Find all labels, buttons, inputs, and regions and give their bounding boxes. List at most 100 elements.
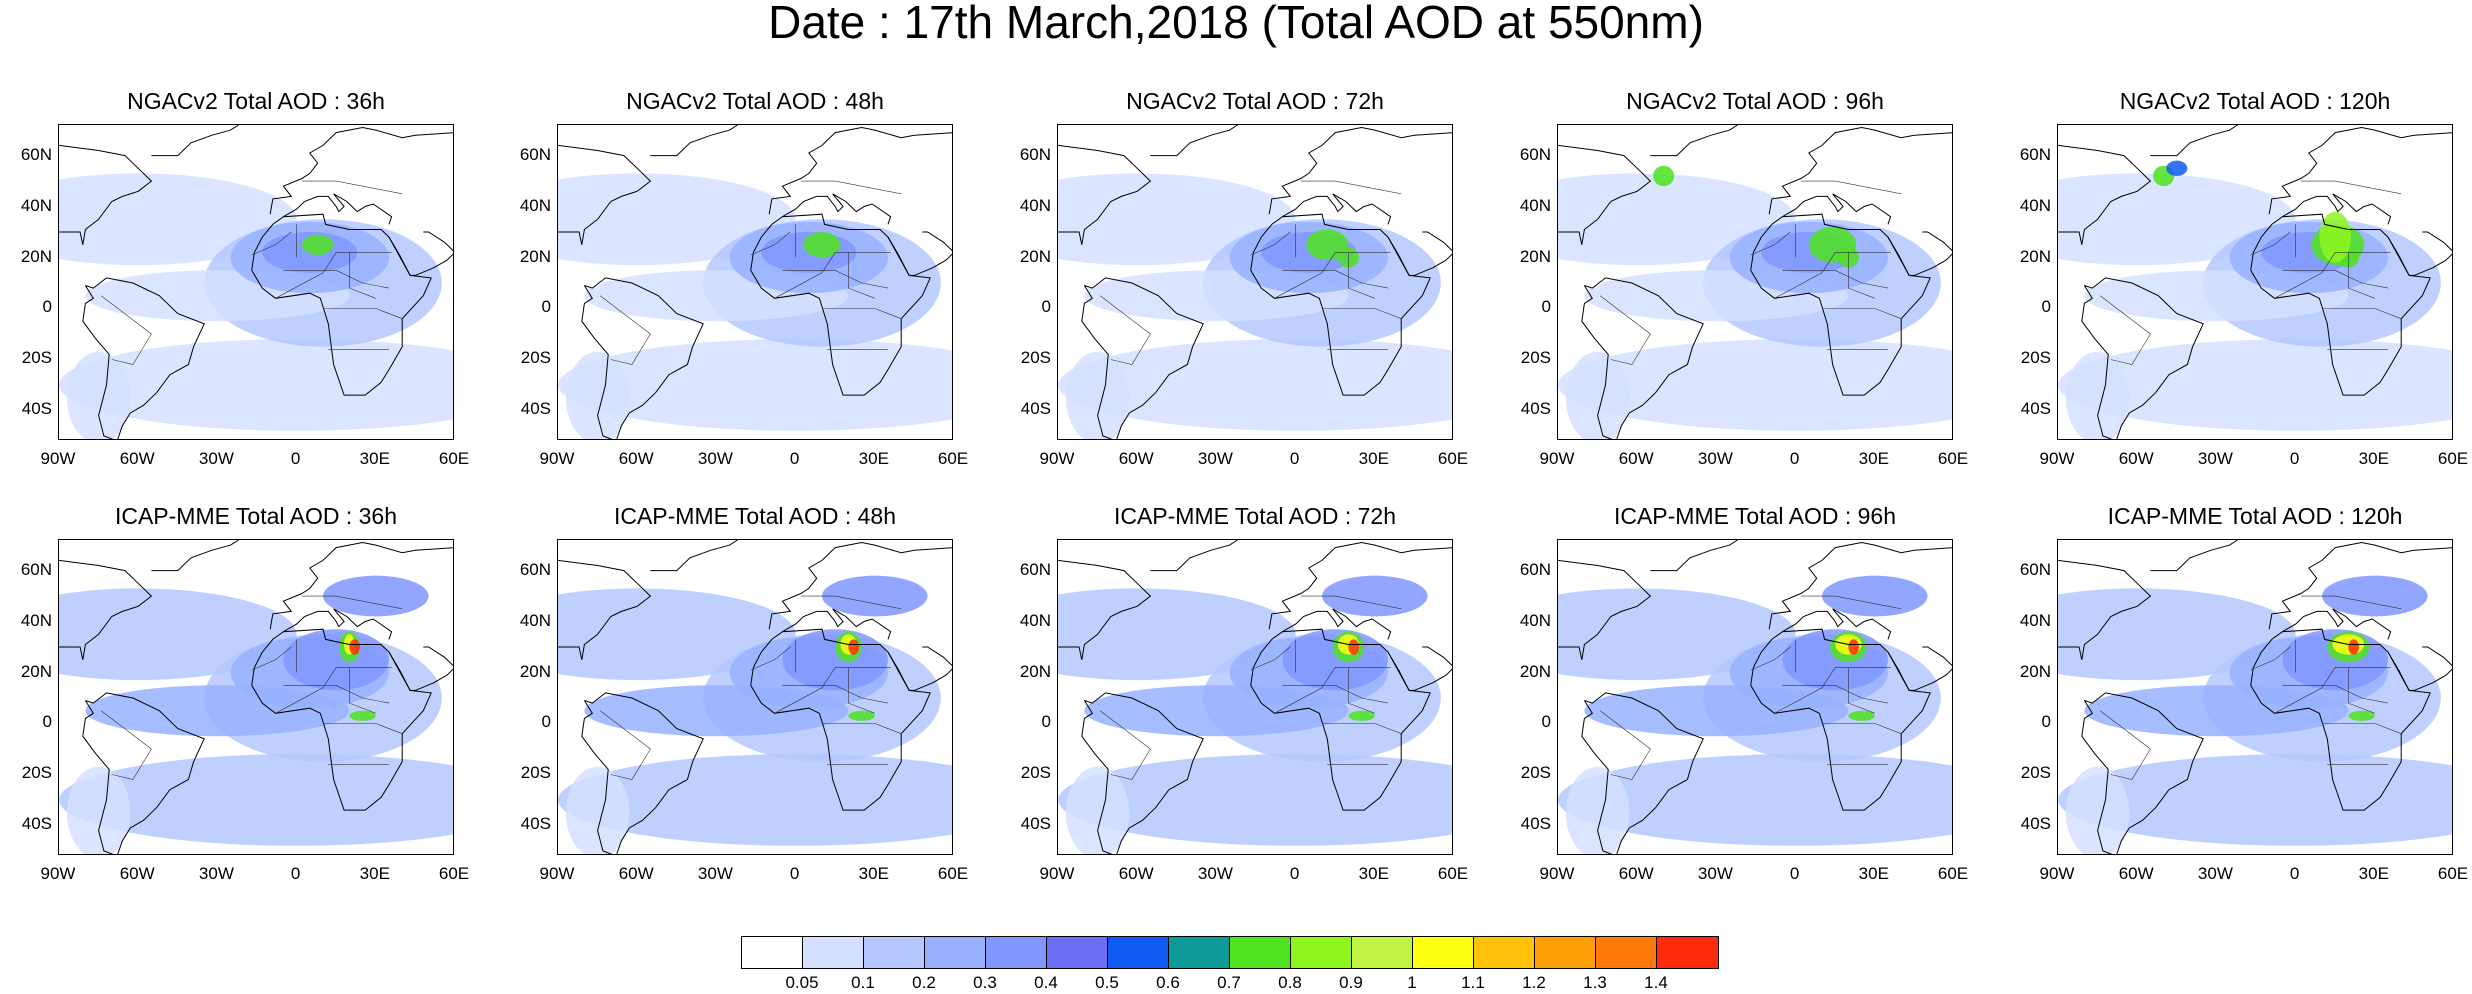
lon-tick-label: 60E bbox=[2437, 449, 2469, 468]
lon-tick-label: 90W bbox=[1539, 864, 1575, 883]
lat-tick-label: 20N bbox=[519, 246, 551, 266]
country-border bbox=[1300, 180, 1402, 195]
colorbar-swatch bbox=[1596, 937, 1657, 968]
country-border bbox=[101, 710, 152, 780]
colorbar-label: 0.1 bbox=[851, 973, 875, 992]
coastline bbox=[2150, 540, 2238, 572]
lat-tick-label: 0 bbox=[541, 297, 551, 317]
lat-tick-label: 20N bbox=[20, 246, 52, 266]
colorbar-swatch bbox=[925, 937, 986, 968]
lon-tick-label: 90W bbox=[40, 864, 76, 883]
aod-field-patch bbox=[2348, 639, 2359, 655]
country-border bbox=[822, 723, 902, 734]
lat-tick-label: 20N bbox=[20, 661, 52, 681]
coastline bbox=[388, 646, 453, 691]
aod-field-patch bbox=[301, 234, 334, 255]
coastline bbox=[283, 193, 393, 225]
aod-field-patch bbox=[1348, 639, 1359, 655]
country-border bbox=[750, 646, 791, 671]
lat-tick-label: 40N bbox=[2019, 195, 2051, 215]
aod-field-patch bbox=[2319, 211, 2352, 263]
coastline bbox=[558, 144, 652, 245]
coastline bbox=[1081, 692, 1204, 854]
lat-tick-label: 20N bbox=[1519, 246, 1551, 266]
lon-tick-label: 30W bbox=[1197, 864, 1233, 883]
lon-tick-label: 30W bbox=[198, 449, 234, 468]
country-border bbox=[1800, 180, 1902, 195]
coastline bbox=[2150, 125, 2238, 157]
lon-tick-label: 60E bbox=[1937, 864, 1969, 883]
aod-field-patch bbox=[323, 575, 429, 617]
aod-field-patch bbox=[782, 629, 888, 691]
aod-field-patch bbox=[558, 754, 952, 846]
country-border bbox=[848, 252, 875, 299]
lat-tick-label: 40S bbox=[21, 399, 52, 419]
map-panel: ICAP-MME Total AOD : 36h 60N 40N 20N 0 20S 40S… bbox=[21, 503, 469, 883]
coastline bbox=[59, 144, 153, 245]
country-border bbox=[1774, 667, 1891, 714]
aod-map bbox=[58, 539, 454, 855]
lat-tick-label: 40N bbox=[519, 610, 551, 630]
panel-title: ICAP-MME Total AOD : 72h bbox=[1113, 503, 1397, 529]
country-border bbox=[2322, 308, 2402, 319]
panel-title: NGACv2 Total AOD : 48h bbox=[626, 88, 884, 114]
map-panel: NGACv2 Total AOD : 120h 60N 40N 20N 0 20S 40S 9… bbox=[2020, 88, 2468, 468]
lat-tick-label: 0 bbox=[2041, 712, 2051, 732]
lon-tick-label: 90W bbox=[1039, 449, 1075, 468]
lat-tick-label: 40S bbox=[2020, 814, 2051, 834]
coastline bbox=[782, 193, 892, 225]
country-border bbox=[2300, 595, 2402, 610]
aod-field-patch bbox=[1848, 639, 1859, 655]
lon-tick-label: 60W bbox=[1618, 864, 1654, 883]
panel-title: NGACv2 Total AOD : 120h bbox=[2119, 88, 2391, 114]
aod-field-patch bbox=[565, 351, 630, 439]
aod-map bbox=[557, 124, 953, 440]
coastline bbox=[1058, 559, 1152, 660]
lat-tick-label: 40S bbox=[1020, 399, 1051, 419]
lat-tick-label: 40N bbox=[2019, 610, 2051, 630]
lat-tick-label: 60N bbox=[1519, 559, 1551, 579]
coastline bbox=[1650, 125, 1738, 157]
country-border bbox=[848, 667, 875, 714]
aod-field-patch bbox=[1558, 339, 1952, 431]
coastline bbox=[750, 213, 931, 396]
country-border bbox=[251, 231, 292, 256]
coastline bbox=[251, 628, 432, 811]
lat-tick-label: 40N bbox=[519, 195, 551, 215]
lat-tick-label: 20S bbox=[520, 763, 551, 783]
map-panel: ICAP-MME Total AOD : 96h 60N 40N 20N 0 20S 40S… bbox=[1520, 503, 1968, 883]
lat-tick-label: 0 bbox=[1541, 712, 1551, 732]
country-border bbox=[822, 308, 902, 319]
country-border bbox=[2250, 231, 2291, 256]
lon-tick-label: 30W bbox=[697, 449, 733, 468]
lat-tick-label: 20N bbox=[1019, 246, 1051, 266]
coastline bbox=[82, 277, 205, 439]
aod-field-patch bbox=[283, 629, 389, 691]
aod-map-svg bbox=[1558, 125, 1952, 439]
panel-title: ICAP-MME Total AOD : 120h bbox=[2107, 503, 2403, 529]
lat-tick-label: 20S bbox=[2020, 348, 2051, 368]
country-border bbox=[1348, 667, 1375, 714]
aod-field-patch bbox=[2348, 710, 2375, 721]
aod-field-patch bbox=[349, 639, 360, 655]
lat-tick-label: 0 bbox=[1041, 712, 1051, 732]
coastline bbox=[2282, 193, 2392, 225]
coastline bbox=[1750, 628, 1931, 811]
country-border bbox=[1822, 308, 1902, 319]
lat-tick-label: 40N bbox=[1519, 195, 1551, 215]
country-border bbox=[251, 646, 292, 671]
country-border bbox=[349, 667, 376, 714]
panel-title: ICAP-MME Total AOD : 48h bbox=[613, 503, 897, 529]
aod-field-patch bbox=[803, 232, 841, 258]
country-border bbox=[323, 308, 403, 319]
colorbar-swatch bbox=[1352, 937, 1413, 968]
lon-tick-label: 90W bbox=[1039, 864, 1075, 883]
lon-tick-label: 30E bbox=[1358, 449, 1389, 468]
coastline bbox=[1581, 277, 1704, 439]
country-border bbox=[750, 231, 791, 256]
lat-tick-label: 40N bbox=[1019, 610, 1051, 630]
country-border bbox=[349, 252, 376, 299]
lat-tick-label: 40S bbox=[1520, 814, 1551, 834]
aod-field-patch bbox=[2065, 766, 2130, 854]
lat-tick-label: 40N bbox=[1519, 610, 1551, 630]
